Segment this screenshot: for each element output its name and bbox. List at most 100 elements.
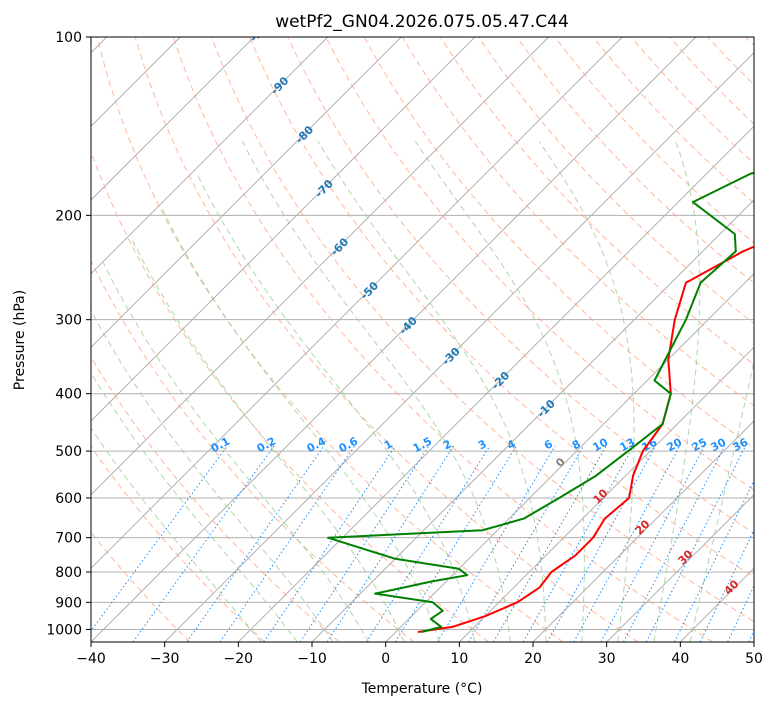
moist-adiabat-label: 10 xyxy=(591,486,611,506)
dry-adiabat-line xyxy=(91,356,340,642)
mixing-ratio-label: 0.6 xyxy=(337,434,361,455)
mixing-ratio-label: 30 xyxy=(709,435,729,454)
mixing-ratio-line xyxy=(699,528,754,642)
isotherm-line xyxy=(311,199,754,642)
y-tick-label: 900 xyxy=(55,595,82,611)
x-tick-label: 30 xyxy=(598,651,616,667)
mixing-ratio-line xyxy=(186,445,325,642)
dry-adiabat-line xyxy=(707,37,754,86)
y-axis-label: Pressure (hPa) xyxy=(12,290,28,390)
dry-adiabat-line xyxy=(554,37,754,244)
moist-adiabat-line xyxy=(131,239,405,642)
y-tick-label: 800 xyxy=(55,565,82,581)
moist-adiabat-line xyxy=(414,141,585,642)
temperature-profile-line xyxy=(417,245,754,633)
moist-adiabat-line xyxy=(102,262,370,642)
moist-adiabat-line xyxy=(91,309,334,642)
mixing-ratio-label: 13 xyxy=(618,436,638,455)
isotherm-label: -30 xyxy=(440,345,463,368)
isotherm-label: -80 xyxy=(293,123,316,146)
isotherm-label: -40 xyxy=(397,314,420,337)
mixing-ratio-label: 2 xyxy=(441,437,454,452)
x-tick-label: −10 xyxy=(297,651,327,667)
dry-adiabat-line xyxy=(249,37,754,578)
isotherm-line xyxy=(91,37,623,570)
isotherm-line xyxy=(91,37,476,422)
axes: −40 −30 −20 −10 0 10 20 30 40 50 100 200 300 400 500 60… xyxy=(46,30,763,667)
isotherm-line xyxy=(532,420,754,642)
isotherm-line xyxy=(458,346,754,642)
y-tick-label: 600 xyxy=(55,491,82,507)
isotherm-line xyxy=(91,37,402,349)
mixing-ratio-line xyxy=(622,445,726,642)
y-tick-label: 700 xyxy=(55,531,82,547)
dry-adiabat-line xyxy=(91,150,489,642)
mixing-ratio-label: 0.4 xyxy=(305,434,329,455)
dewpoint-profile-line xyxy=(326,171,754,633)
moist-adiabat-label: 30 xyxy=(676,547,696,567)
mixing-ratio-line xyxy=(365,445,491,642)
moist-adiabat-line xyxy=(689,358,754,642)
x-axis-label: Temperature (°C) xyxy=(361,681,483,697)
mixing-ratio-line xyxy=(573,445,681,642)
dry-adiabat-line xyxy=(325,37,754,491)
isotherm-line xyxy=(237,125,754,642)
mixing-ratio-line xyxy=(727,584,754,642)
moist-adiabat-line xyxy=(653,141,701,642)
isotherm-label: -100 xyxy=(247,16,276,45)
mixing-ratio-label: 25 xyxy=(690,436,710,455)
dry-adiabat-line xyxy=(287,37,754,534)
plot-area: -100-90-80-70-60-50-40-30-20-100.1 0.2 0.4… xyxy=(91,16,754,642)
mixing-ratio-line xyxy=(263,445,396,642)
dry-adiabat-line xyxy=(363,37,754,449)
dry-adiabat-line xyxy=(172,37,713,642)
x-tick-label: −20 xyxy=(224,651,254,667)
mixing-ratio-line xyxy=(326,445,455,642)
isotherm-line xyxy=(164,51,754,642)
dry-adiabat-line xyxy=(96,37,564,642)
dry-adiabat-line xyxy=(211,37,754,623)
isotherm-line xyxy=(679,567,754,642)
moist-adiabat-line xyxy=(317,141,547,642)
moist-adiabat-line xyxy=(91,427,262,642)
isotherm-label: -90 xyxy=(268,74,291,97)
mixing-ratio-line xyxy=(394,445,517,642)
mixing-ratio-line xyxy=(546,445,657,642)
y-tick-label: 100 xyxy=(55,30,82,46)
mixing-ratio-line xyxy=(522,445,634,642)
dry-adiabat-line xyxy=(134,37,639,642)
mixing-ratio-line xyxy=(436,445,556,642)
mixing-ratio-line xyxy=(91,445,228,632)
y-tick-label: 300 xyxy=(55,313,82,329)
mixing-ratio-label: 1.5 xyxy=(411,435,434,456)
moist-adiabat-label: 20 xyxy=(633,517,653,537)
moist-adiabat-line xyxy=(91,371,298,642)
isotherm-line xyxy=(753,641,754,642)
dry-adiabat-line xyxy=(91,259,415,642)
mixing-ratio-line xyxy=(468,445,585,642)
x-tick-label: 0 xyxy=(381,651,390,667)
dry-adiabat-line xyxy=(439,37,754,366)
y-tick-label: 200 xyxy=(55,208,82,224)
dry-adiabat-line xyxy=(516,37,754,284)
mixing-ratio-line xyxy=(132,445,275,642)
x-tick-label: 20 xyxy=(524,651,542,667)
isotherm-line xyxy=(91,37,550,496)
mixing-ratio-label: 0.1 xyxy=(209,435,232,456)
dry-adiabat-line xyxy=(91,445,265,642)
isotherm-label: -70 xyxy=(313,177,336,200)
mixing-ratio-label: 8 xyxy=(570,437,583,452)
mixing-ratio-label: 20 xyxy=(665,435,685,454)
moist-adiabat-line xyxy=(161,208,440,642)
x-tick-label: 50 xyxy=(745,651,763,667)
dry-adiabat-line xyxy=(630,37,754,165)
mixing-ratio-line xyxy=(299,445,430,642)
y-tick-label: 1000 xyxy=(46,622,82,638)
mixing-ratio-label: 3 xyxy=(476,437,489,452)
mixing-ratio-label: 36 xyxy=(731,435,751,454)
isotherm-line xyxy=(385,272,754,642)
moist-adiabat-line xyxy=(241,141,511,642)
plot-frame xyxy=(90,36,755,643)
isotherm-label: -10 xyxy=(535,397,558,420)
